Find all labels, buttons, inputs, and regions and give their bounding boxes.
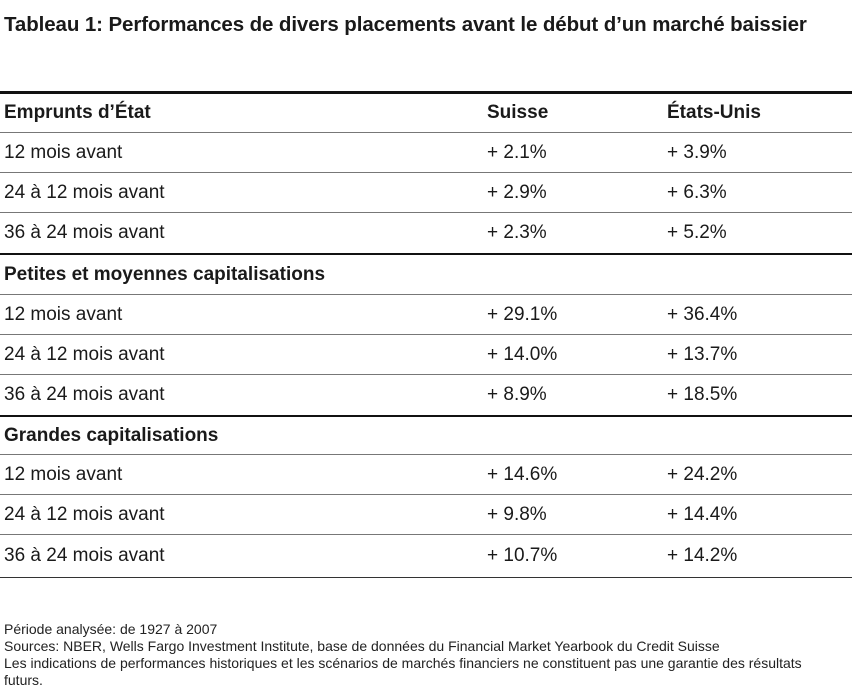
performance-table: Emprunts d’État Suisse États-Unis 12 moi…	[0, 91, 852, 578]
suisse-value: + 2.3%	[487, 222, 547, 243]
table-row: 12 mois avant + 14.6% + 24.2%	[0, 455, 852, 495]
row-label: 36 à 24 mois avant	[4, 222, 165, 243]
suisse-value: + 14.0%	[487, 343, 558, 365]
usa-value: + 5.2%	[667, 222, 727, 243]
usa-value: + 3.9%	[667, 141, 727, 163]
table-row: 24 à 12 mois avant + 9.8% + 14.4%	[0, 495, 852, 535]
usa-value: + 14.4%	[667, 503, 738, 525]
section-header-row: Grandes capitalisations	[0, 415, 852, 455]
table-row: 36 à 24 mois avant + 8.9% + 18.5%	[0, 375, 852, 415]
row-label: 24 à 12 mois avant	[4, 181, 165, 203]
usa-value: + 13.7%	[667, 343, 738, 365]
period-note: Période analysée: de 1927 à 2007	[4, 621, 218, 637]
section-header-row: Petites et moyennes capitalisations	[0, 253, 852, 295]
table-row: 24 à 12 mois avant + 2.9% + 6.3%	[0, 173, 852, 213]
usa-value: + 6.3%	[667, 181, 727, 203]
usa-value: + 36.4%	[667, 303, 738, 325]
row-label: 24 à 12 mois avant	[4, 503, 165, 525]
suisse-value: + 10.7%	[487, 545, 558, 566]
row-label: 24 à 12 mois avant	[4, 343, 165, 365]
section-title: Petites et moyennes capitalisations	[4, 263, 326, 285]
table-row: 36 à 24 mois avant + 10.7% + 14.2%	[0, 535, 852, 578]
disclaimer-note: Les indications de performances historiq…	[4, 655, 802, 688]
usa-value: + 18.5%	[667, 384, 738, 405]
suisse-value: + 2.9%	[487, 181, 547, 203]
sources-note: Sources: NBER, Wells Fargo Investment In…	[4, 638, 720, 654]
table-row: 12 mois avant + 2.1% + 3.9%	[0, 133, 852, 173]
row-label: 12 mois avant	[4, 463, 123, 485]
row-label: 36 à 24 mois avant	[4, 545, 165, 566]
suisse-value: + 29.1%	[487, 303, 558, 325]
table-title: Tableau 1: Performances de divers placem…	[4, 13, 807, 36]
suisse-value: + 9.8%	[487, 503, 547, 525]
suisse-value: + 2.1%	[487, 141, 547, 163]
table-row: 36 à 24 mois avant + 2.3% + 5.2%	[0, 213, 852, 253]
suisse-value: + 8.9%	[487, 384, 547, 405]
usa-value: + 24.2%	[667, 463, 738, 485]
section-title: Emprunts d’État	[4, 102, 151, 123]
footnotes: Période analysée: de 1927 à 2007 Sources…	[4, 621, 844, 689]
row-label: 12 mois avant	[4, 141, 123, 163]
section-header-row: Emprunts d’État Suisse États-Unis	[0, 91, 852, 133]
column-header-suisse: Suisse	[487, 102, 549, 123]
table-row: 12 mois avant + 29.1% + 36.4%	[0, 295, 852, 335]
column-header-usa: États-Unis	[667, 102, 761, 123]
table-row: 24 à 12 mois avant + 14.0% + 13.7%	[0, 335, 852, 375]
usa-value: + 14.2%	[667, 545, 738, 566]
suisse-value: + 14.6%	[487, 463, 558, 485]
row-label: 12 mois avant	[4, 303, 123, 325]
row-label: 36 à 24 mois avant	[4, 384, 165, 405]
section-title: Grandes capitalisations	[4, 424, 219, 446]
